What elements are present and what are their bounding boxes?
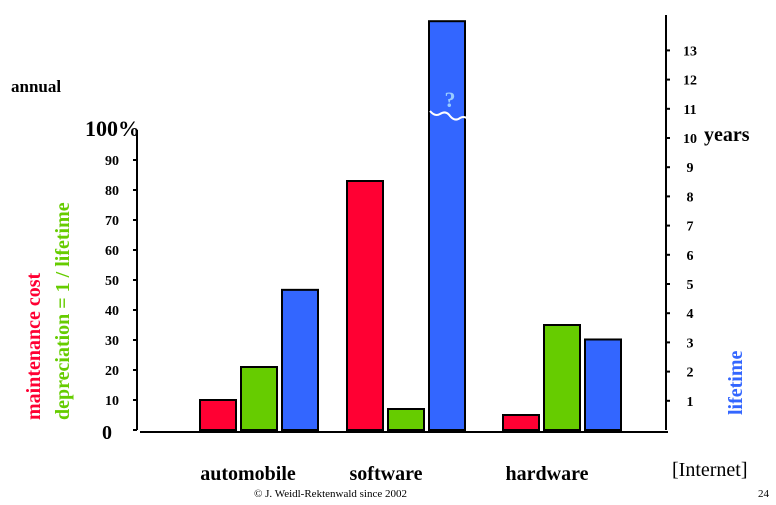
bar-automobile-depreciation — [240, 366, 278, 431]
left-axis-tick-label: 70 — [105, 214, 119, 229]
right-axis-tick-label: 12 — [683, 74, 697, 89]
years-label: years — [704, 124, 750, 146]
left-axis-tick-label: 10 — [105, 394, 119, 409]
bar-hardware-lifetime — [584, 338, 622, 432]
category-label: software — [350, 463, 423, 485]
right-axis-tick-label: 5 — [687, 278, 694, 293]
category-label: hardware — [506, 463, 589, 485]
depreciation-axis-title: depreciation = 1 / lifetime — [52, 202, 74, 420]
right-axis-tick-label: 1 — [687, 395, 694, 410]
bars — [199, 20, 622, 432]
question-mark-annotation: ? — [445, 87, 456, 112]
bar-automobile-maintenance — [199, 399, 237, 431]
left-axis-tick-label: 0 — [102, 422, 112, 444]
bar-software-depreciation — [387, 408, 425, 431]
right-axis-tick-label: 2 — [687, 366, 694, 381]
right-axis-tick-label: 10 — [683, 132, 697, 147]
lifetime-axis-title: lifetime — [725, 350, 747, 415]
bar-hardware-depreciation — [543, 324, 581, 431]
page-number: 24 — [758, 488, 769, 500]
annual-label: annual — [11, 77, 62, 96]
bar-hardware-maintenance — [502, 414, 540, 431]
left-axis-tick-label: 20 — [105, 364, 119, 379]
axis-break-wave — [429, 110, 471, 122]
left-axis-tick-label: 40 — [105, 304, 119, 319]
right-axis-tick-label: 9 — [687, 161, 694, 176]
right-axis-tick-label: 11 — [683, 103, 696, 118]
internet-label: [Internet] — [672, 459, 748, 481]
left-axis-tick-label: 80 — [105, 184, 119, 199]
copyright-footer: © J. Weidl-Rektenwald since 2002 — [254, 488, 407, 500]
bar-software-maintenance — [346, 180, 384, 431]
right-axis-tick-label: 7 — [687, 220, 694, 235]
right-axis-tick-label: 4 — [687, 307, 694, 322]
bar-automobile-lifetime — [281, 288, 319, 431]
left-axis: 0 10 20 30 40 50 60 70 80 90 — [102, 130, 138, 444]
left-axis-tick-label: 60 — [105, 244, 119, 259]
right-axis-tick-label: 3 — [687, 336, 694, 351]
right-axis-tick-label: 6 — [687, 249, 694, 264]
bar-software-lifetime — [428, 20, 466, 431]
category-label: automobile — [200, 463, 296, 485]
right-axis-tick-label: 8 — [687, 190, 694, 205]
category-labels: automobile software hardware — [200, 463, 588, 485]
hundred-percent-label: 100% — [85, 116, 140, 141]
left-axis-tick-label: 30 — [105, 334, 119, 349]
left-axis-tick-label: 90 — [105, 154, 119, 169]
left-axis-tick-label: 50 — [105, 274, 119, 289]
maintenance-axis-title: maintenance cost — [23, 272, 45, 420]
right-axis-tick-label: 13 — [683, 44, 697, 59]
